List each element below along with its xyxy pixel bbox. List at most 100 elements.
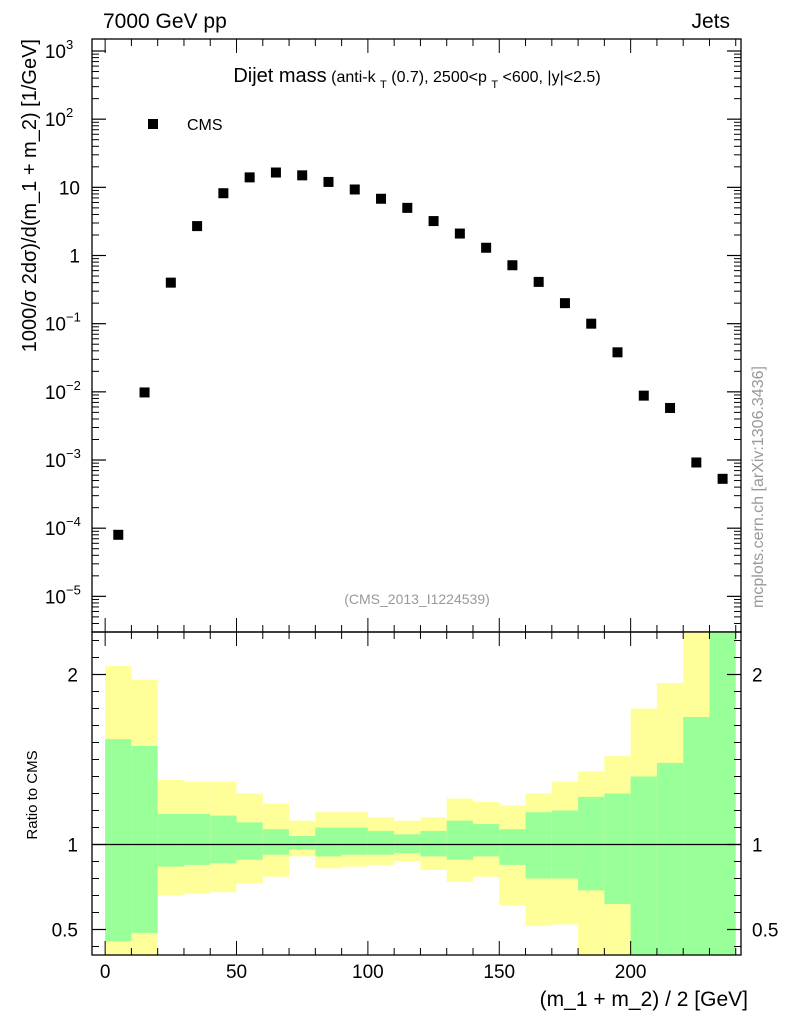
main-y-tick-label: 10 bbox=[45, 315, 66, 336]
ratio-band-inner bbox=[157, 813, 184, 867]
main-y-tick-label: 10 bbox=[45, 383, 66, 404]
ratio-band-inner bbox=[630, 776, 657, 955]
main-y-tick-label: 10 bbox=[45, 587, 66, 608]
ratio-band-inner bbox=[262, 829, 290, 855]
main-y-tick-label: 10 bbox=[45, 42, 66, 63]
chart-title-part1: (anti-k bbox=[331, 69, 376, 86]
ratio-band-inner bbox=[604, 793, 631, 904]
ratio-band-inner bbox=[472, 824, 500, 857]
data-point bbox=[192, 221, 203, 232]
data-point bbox=[533, 276, 544, 287]
ratio-y-tick-label: 2 bbox=[67, 666, 78, 687]
ratio-bands bbox=[105, 632, 736, 955]
x-tick-label: 50 bbox=[226, 962, 247, 983]
chart-title-sub1: T bbox=[380, 79, 387, 91]
data-point bbox=[665, 402, 676, 413]
data-point bbox=[139, 387, 150, 398]
data-point bbox=[691, 457, 702, 468]
main-y-tick-label: 10 bbox=[45, 110, 66, 131]
chart-title: Dijet mass (anti-k T (0.7), 2500<p T <60… bbox=[233, 65, 600, 92]
data-point bbox=[244, 172, 255, 183]
ratio-band-inner bbox=[656, 762, 684, 955]
chart-title-part2: (0.7), 2500<p bbox=[391, 69, 487, 86]
data-point bbox=[402, 202, 413, 213]
data-point bbox=[586, 318, 597, 329]
data-points bbox=[113, 167, 728, 540]
ratio-band-inner bbox=[683, 717, 710, 955]
chart-title-sub2: T bbox=[491, 79, 498, 91]
x-tick-label: 100 bbox=[352, 962, 384, 983]
data-point bbox=[612, 347, 623, 358]
chart-title-part3: <600, |y|<2.5) bbox=[503, 69, 601, 86]
ratio-axis-ticks bbox=[92, 632, 741, 955]
ratio-y-tick-labels: 0.5 0.5 1 1 2 2 bbox=[52, 666, 779, 942]
main-y-tick-exponent: −4 bbox=[66, 514, 81, 529]
ratio-band-inner bbox=[499, 829, 526, 865]
chart-title-main: Dijet mass bbox=[233, 65, 326, 87]
ratio-band-inner bbox=[131, 745, 158, 933]
ratio-band-inner bbox=[446, 820, 473, 860]
main-y-tick-label: 10 bbox=[45, 519, 66, 540]
x-axis-label: (m_1 + m_2) / 2 [GeV] bbox=[540, 988, 748, 1011]
main-y-tick-label: 10 bbox=[45, 451, 66, 472]
data-point bbox=[638, 390, 649, 401]
ratio-band-inner bbox=[341, 827, 368, 855]
main-y-tick-exponent: −2 bbox=[66, 378, 81, 393]
ratio-panel: 0.5 0.5 1 1 2 2 0 50 100 150 200 Ratio to CMS (m_… bbox=[24, 631, 779, 1011]
ratio-band-inner bbox=[709, 632, 736, 955]
main-y-tick-exponent: −3 bbox=[66, 446, 81, 461]
main-y-tick-label: 10 bbox=[59, 178, 80, 199]
ratio-band-inner bbox=[394, 834, 421, 853]
main-y-tick-exponent: 2 bbox=[66, 105, 73, 120]
ratio-band-inner bbox=[105, 739, 132, 942]
main-y-tick-label: 1 bbox=[69, 247, 80, 268]
ratio-y-tick-label: 0.5 bbox=[52, 921, 78, 942]
ratio-band-inner bbox=[367, 830, 395, 855]
data-point bbox=[218, 188, 229, 199]
side-label: mcplots.cern.ch [arXiv:1306.3436] bbox=[750, 366, 767, 608]
data-point bbox=[481, 242, 492, 253]
data-point bbox=[717, 473, 728, 484]
ratio-band-inner bbox=[289, 836, 316, 850]
ratio-y-tick-label-right: 1 bbox=[752, 836, 763, 857]
ratio-band-inner bbox=[315, 827, 342, 857]
data-point bbox=[376, 193, 387, 204]
x-tick-labels: 0 50 100 150 200 bbox=[100, 962, 647, 983]
process-label: Jets bbox=[691, 10, 730, 33]
ratio-band-inner bbox=[210, 815, 237, 864]
x-tick-label: 0 bbox=[100, 962, 111, 983]
main-y-tick-exponent: −1 bbox=[66, 310, 81, 325]
x-tick-label: 200 bbox=[615, 962, 647, 983]
watermark: (CMS_2013_I1224539) bbox=[344, 591, 490, 607]
ratio-y-tick-label-right: 2 bbox=[752, 666, 763, 687]
data-point bbox=[428, 216, 439, 227]
ratio-band-inner bbox=[578, 796, 605, 891]
main-axis-ticks bbox=[92, 39, 741, 633]
ratio-band-inner bbox=[236, 822, 263, 860]
ratio-band-inner bbox=[183, 813, 211, 865]
data-point bbox=[349, 184, 360, 195]
x-tick-label: 150 bbox=[483, 962, 515, 983]
ratio-y-tick-label: 1 bbox=[67, 836, 78, 857]
data-point bbox=[297, 170, 308, 181]
energy-label: 7000 GeV pp bbox=[103, 10, 227, 33]
ratio-y-label: Ratio to CMS bbox=[24, 750, 41, 839]
data-point bbox=[323, 176, 334, 187]
y-axis-label: 1000/σ 2dσ)/d(m_1 + m_2) [1/GeV] bbox=[19, 39, 41, 352]
data-point bbox=[165, 277, 176, 288]
data-point bbox=[507, 260, 518, 271]
data-point bbox=[270, 167, 281, 178]
legend-label: CMS bbox=[187, 117, 223, 134]
legend-marker bbox=[148, 119, 158, 129]
data-point bbox=[559, 298, 570, 309]
main-y-tick-exponent: −5 bbox=[66, 582, 81, 597]
main-y-tick-exponent: 3 bbox=[66, 37, 73, 52]
data-point bbox=[454, 228, 465, 239]
data-point bbox=[113, 529, 124, 540]
ratio-band-inner bbox=[525, 812, 552, 879]
ratio-y-tick-label-right: 0.5 bbox=[752, 921, 778, 942]
ratio-band-inner bbox=[420, 830, 447, 857]
